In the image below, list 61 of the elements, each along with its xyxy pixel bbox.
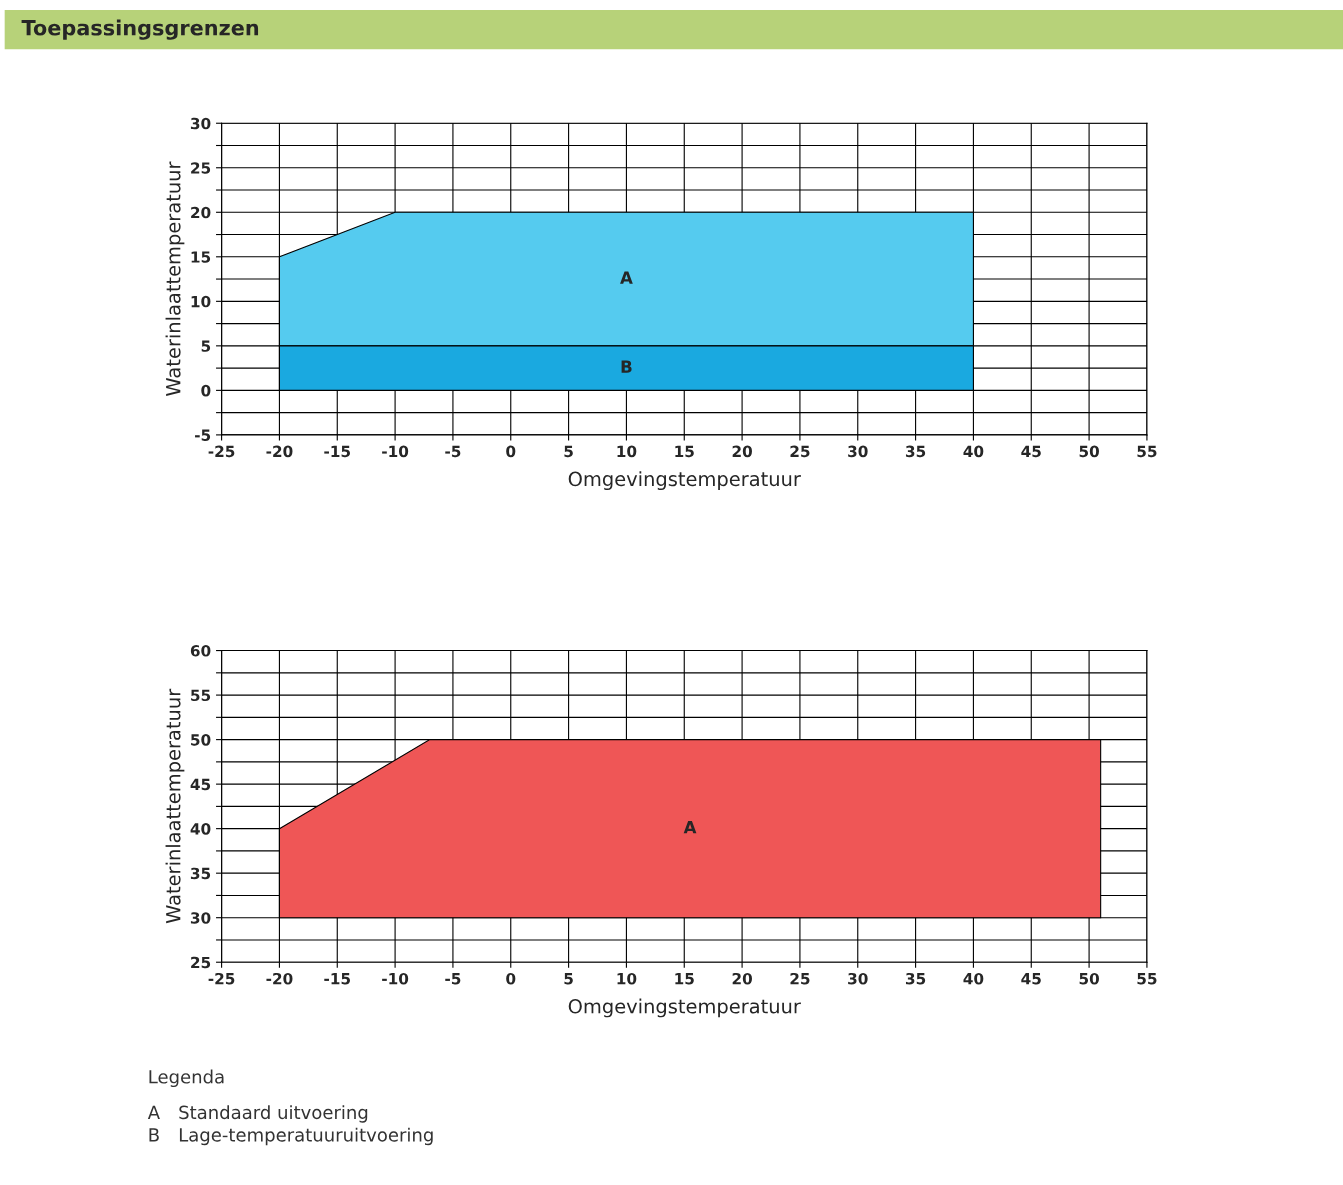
y-tick-label: 60 [190, 645, 211, 657]
x-tick-label: 10 [617, 972, 637, 985]
x-tick-label: -5 [445, 973, 461, 985]
y-tick-label: 50 [191, 734, 211, 746]
y-tick-label: 30 [190, 912, 211, 924]
y-axis-title: Waterinlaattemperatuur [165, 688, 185, 924]
x-tick-label: 20 [732, 972, 752, 985]
x-tick-label: 15 [675, 973, 694, 985]
y-tick-label: 45 [190, 778, 211, 791]
x-tick-label: 40 [963, 445, 984, 458]
x-tick-label: 15 [675, 445, 694, 458]
text: Legenda [149, 1069, 224, 1088]
x-tick-label: 55 [1137, 445, 1157, 458]
annotation: A [620, 271, 633, 284]
y-tick-label: 55 [191, 689, 211, 702]
x-tick-label: 40 [963, 972, 984, 985]
y-tick-label: 15 [191, 251, 211, 263]
x-tick-label: 0 [506, 445, 516, 458]
annotation: A [683, 821, 697, 834]
x-tick-label: 50 [1079, 445, 1099, 458]
y-tick-label: 25 [191, 162, 211, 174]
x-tick-label: 0 [506, 972, 516, 985]
x-tick-label: 50 [1079, 972, 1099, 985]
x-tick-label: -20 [266, 445, 293, 458]
x-tick-label: 55 [1137, 973, 1157, 985]
x-tick-label: 5 [564, 973, 573, 985]
x-tick-label: 30 [848, 972, 868, 985]
x-tick-label: -25 [208, 972, 235, 985]
x-tick-label: 30 [848, 445, 868, 458]
x-tick-label: 25 [790, 445, 810, 458]
x-tick-label: 10 [617, 445, 637, 458]
y-tick-label: 5 [201, 340, 211, 352]
x-tick-label: 5 [564, 445, 573, 458]
x-tick-label: -5 [445, 445, 461, 458]
x-tick-label: -25 [208, 445, 235, 458]
annotation: B [621, 360, 632, 373]
y-tick-label: 0 [201, 384, 211, 397]
y-tick-label: 40 [190, 823, 211, 835]
x-tick-label: 35 [905, 972, 926, 985]
x-tick-label: 20 [732, 445, 752, 458]
y-tick-label: 20 [191, 206, 211, 219]
y-tick-label: 30 [190, 117, 211, 130]
x-tick-label: -20 [266, 972, 293, 985]
x-tick-label: 45 [1021, 445, 1041, 458]
y-tick-label: 25 [191, 956, 211, 969]
text: A Standaard uitvoering [147, 1105, 368, 1123]
x-axis-title: Omgevingstemperatuur [568, 998, 801, 1018]
y-tick-label: -5 [195, 429, 211, 441]
y-tick-label: 35 [190, 867, 211, 880]
x-tick-label: 25 [790, 972, 810, 985]
x-tick-label: -10 [382, 445, 409, 458]
y-axis-title: Waterinlaattemperatuur [165, 161, 185, 396]
text: B Lage-temperatuuruitvoering [149, 1127, 433, 1146]
x-tick-label: -10 [382, 972, 409, 985]
chart-title: Toepassingsgrenzen [21, 19, 259, 40]
x-axis-title: Omgevingstemperatuur [568, 471, 801, 491]
y-tick-label: 10 [191, 295, 211, 308]
x-tick-label: -15 [324, 973, 350, 985]
x-tick-label: 45 [1021, 973, 1041, 985]
x-tick-label: 35 [905, 445, 926, 458]
x-tick-label: -15 [324, 445, 350, 458]
